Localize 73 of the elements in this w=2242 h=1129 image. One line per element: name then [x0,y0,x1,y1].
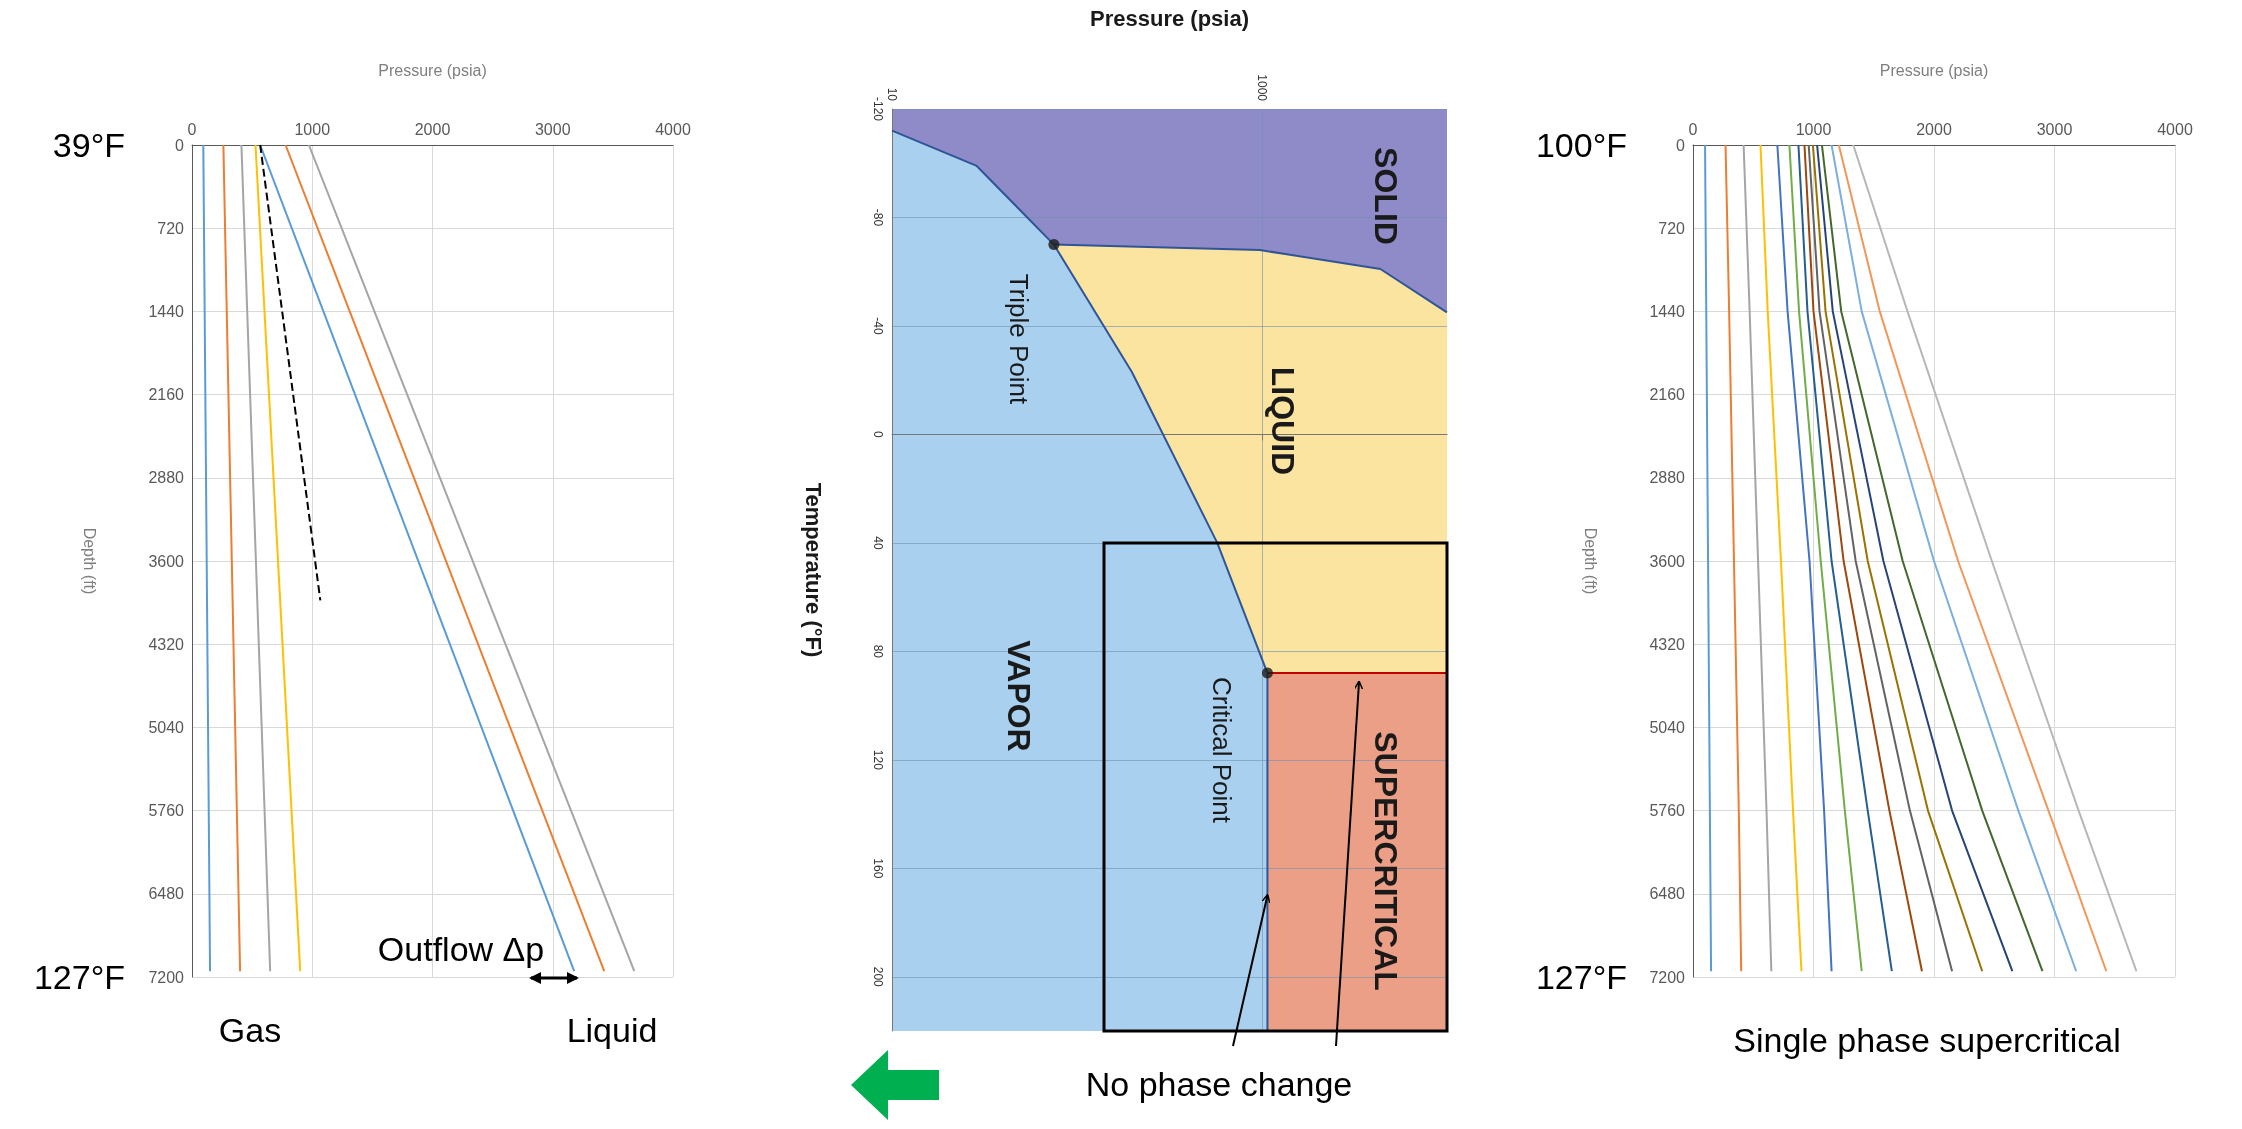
x-axis-title: Pressure (psia) [1879,61,1989,79]
y-tick-label: -40 [871,317,885,335]
y-tick-label: 120 [871,749,885,771]
line-series [1803,144,1923,973]
line-series [1797,144,1893,973]
y-tick-label: 200 [871,966,885,988]
annotation: Critical Point [1207,677,1237,824]
x-tick-label: 0 [187,120,197,138]
x-tick-label: 3000 [2036,120,2073,138]
annotation: LIQUID [1265,366,1301,476]
x-tick-label: 0 [1688,120,1698,138]
x-tick-label: 2000 [414,120,451,138]
x-tick-label: 4000 [2157,120,2193,138]
annotation: Triple Point [1004,273,1034,406]
x-tick-label: 1000 [1795,120,1832,138]
y-tick-label: 2160 [1649,386,1686,404]
y-axis-title: Temperature (°F) [800,482,826,658]
y-tick-label: 0 [175,136,185,154]
text: 127°F [33,958,125,996]
y-tick-label: 2160 [148,386,185,404]
annotation: Outflow Δp [377,930,545,968]
text: Gas [218,1011,282,1049]
line-series [1788,144,1863,973]
y-tick-label: 3600 [148,552,185,570]
y-tick-label: 5040 [1649,718,1686,736]
text: 39°F [52,126,125,164]
text: Single phase supercritical [1733,1021,2121,1059]
y-tick-label: 1440 [1649,302,1686,320]
y-tick-label: 5040 [148,718,185,736]
y-axis-title: Depth (ft) [80,527,98,595]
annotation: No phase change [1085,1065,1353,1103]
x-tick-label: 1000 [294,120,331,138]
line-series [1724,144,1743,973]
annotation: VAPOR [1001,640,1037,752]
y-tick-label: 6480 [1649,885,1686,903]
x-tick-label: 2000 [1916,120,1952,138]
y-tick-label: 0 [871,431,885,439]
y-tick-label: 4320 [148,635,185,653]
x-axis-title: Pressure (psia) [1090,5,1249,31]
y-tick-label: 720 [1658,219,1686,237]
text: 127°F [1535,958,1627,996]
y-tick-label: 1440 [148,302,185,320]
y-tick-label: -120 [871,96,885,122]
y-tick-label: 6480 [148,885,185,903]
y-tick-label: 720 [157,219,185,237]
x-tick-label: 1000 [1255,74,1269,102]
y-tick-label: 160 [871,858,885,879]
y-tick-label: 2880 [1649,469,1686,487]
y-tick-label: 5760 [148,802,185,820]
y-tick-label: 0 [1676,136,1686,154]
line-series [1811,144,1984,973]
text: 100°F [1535,126,1627,164]
y-tick-label: 40 [871,536,885,550]
y-tick-label: 5760 [1649,802,1686,820]
x-axis-title: Pressure (psia) [378,61,487,79]
line-series [1704,144,1713,973]
y-tick-label: 7200 [148,968,185,986]
y-tick-label: 2880 [148,469,185,487]
y-tick-label: 3600 [1649,552,1686,570]
annotation: SOLID [1368,147,1404,245]
y-tick-label: -80 [871,208,885,227]
line-series [1776,144,1833,973]
y-tick-label: 80 [871,644,885,659]
y-tick-label: 4320 [1649,635,1686,653]
line-series [1759,144,1803,973]
text: Liquid [566,1011,658,1049]
x-tick-label: 4000 [655,120,691,138]
x-tick-label: 10 [885,87,899,102]
annotation: SUPERCRITICAL [1368,731,1404,991]
y-tick-label: 7200 [1649,968,1686,986]
line-series [1742,144,1773,973]
y-axis-title: Depth (ft) [1581,527,1599,595]
x-tick-label: 3000 [534,120,571,138]
